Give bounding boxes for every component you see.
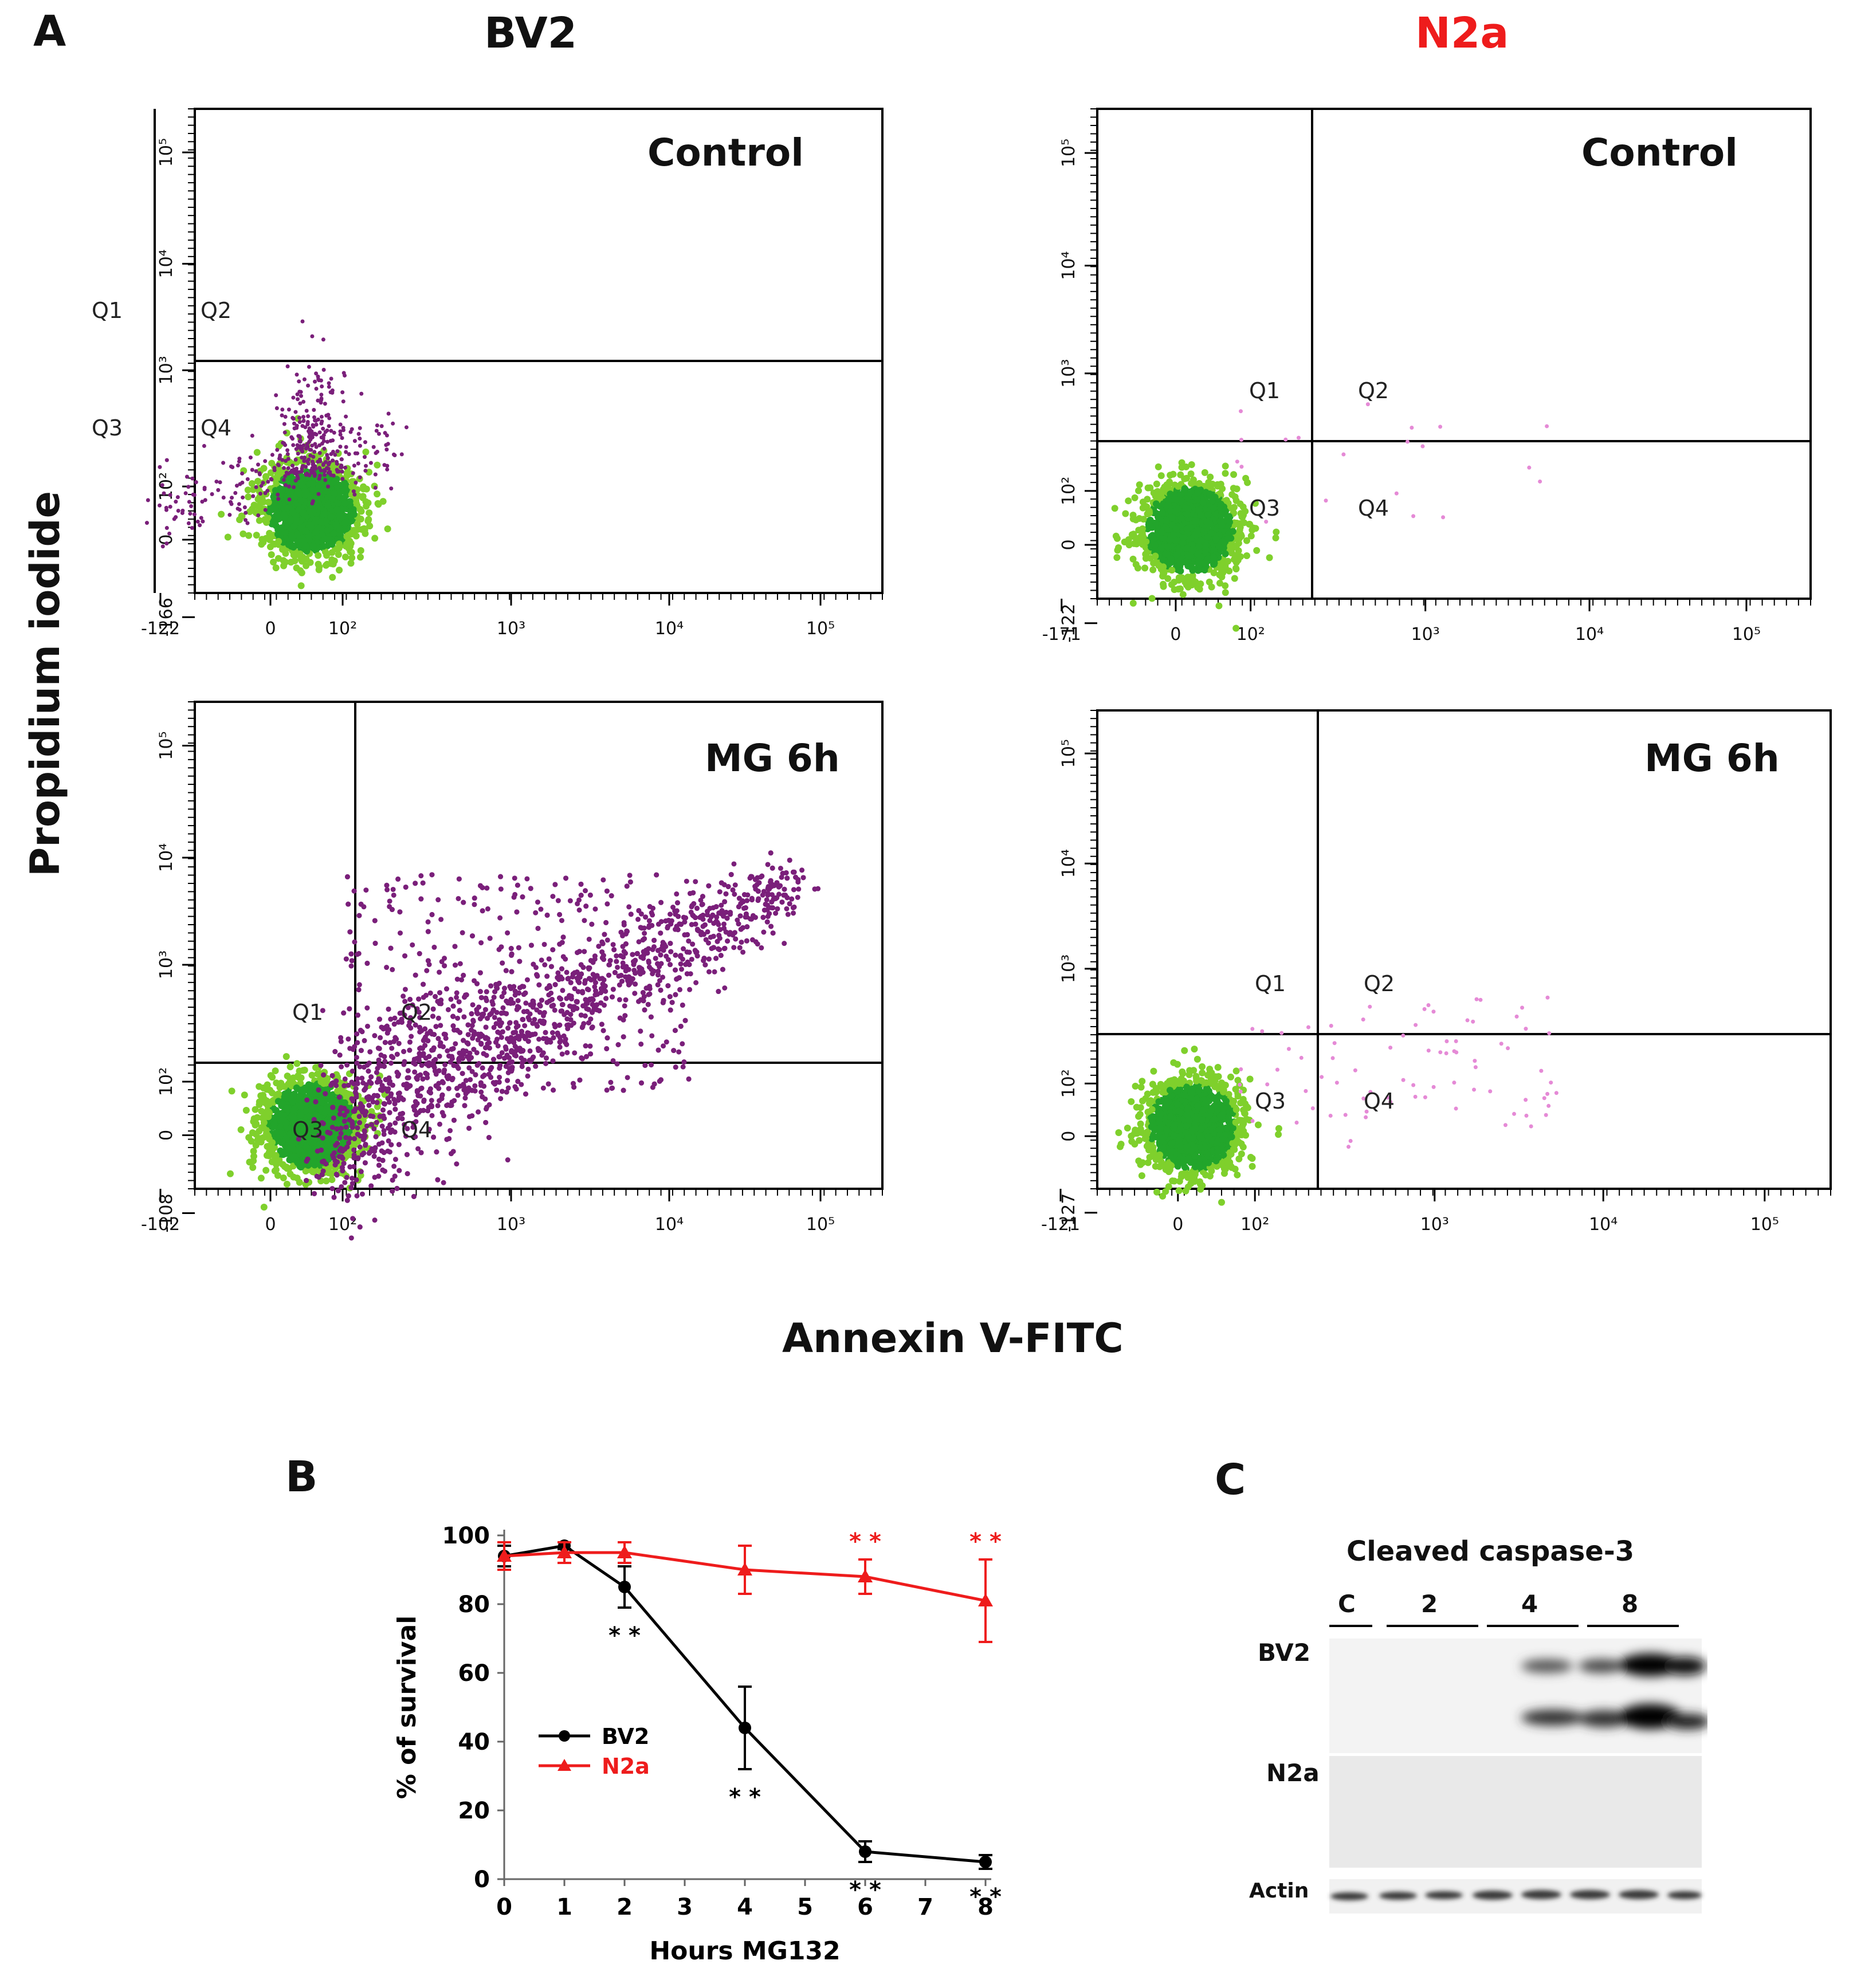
- cell-event-live: [236, 516, 244, 524]
- cell-event-live: [357, 547, 364, 555]
- cell-event-live: [321, 548, 329, 556]
- x-tick-label: 10²: [328, 619, 357, 639]
- cell-event-live: [291, 557, 299, 564]
- cell-event-live: [254, 478, 262, 485]
- y-tick-label: 10²: [156, 472, 176, 501]
- cell-event-live: [371, 535, 379, 542]
- y-tick-label: 0: [156, 535, 176, 545]
- cell-event-live: [224, 533, 231, 541]
- cell-event-live: [244, 486, 252, 494]
- cell-event-live: [360, 483, 367, 490]
- cell-event-live: [253, 532, 260, 539]
- cell-event-live: [267, 469, 274, 477]
- cell-event-live: [384, 525, 391, 533]
- n2a-column-title: N2a: [1415, 9, 1509, 58]
- cell-event-live: [315, 552, 322, 559]
- cell-event-live: [254, 496, 262, 503]
- cell-event-live: [323, 560, 331, 568]
- cell-event-live: [299, 557, 306, 565]
- cell-event-live: [248, 480, 256, 487]
- y-tick-label: 10³: [156, 356, 176, 384]
- cell-event-live: [374, 461, 381, 469]
- cell-event-live: [245, 532, 253, 539]
- x-tick-label: 10³: [497, 619, 525, 639]
- cell-event-live: [262, 473, 269, 481]
- cell-event-live: [275, 538, 282, 545]
- cell-event-live: [256, 517, 263, 524]
- cell-event-live: [341, 553, 349, 561]
- cell-event-live: [362, 448, 370, 455]
- panel-a-letter: A: [33, 7, 66, 56]
- y-tick-label: 10⁵: [156, 138, 176, 167]
- cell-event-live: [343, 491, 350, 498]
- cell-event-live: [335, 551, 342, 559]
- cell-event-live: [218, 510, 225, 518]
- flow-scatter-points: [144, 319, 409, 590]
- cell-event-live: [272, 522, 280, 529]
- cell-event-live: [328, 556, 336, 564]
- cell-event-live: [266, 543, 274, 551]
- cell-event-live: [348, 554, 356, 561]
- cell-event-live: [365, 516, 372, 523]
- cell-event-live: [356, 553, 364, 561]
- x-tick-label: 0: [265, 619, 276, 639]
- cell-event-live: [240, 530, 247, 537]
- annexin-axis-title: Annexin V-FITC: [782, 1315, 1124, 1362]
- cell-event-live: [274, 555, 282, 562]
- cell-event-live: [366, 509, 373, 517]
- x-tick-label: -122: [141, 619, 180, 639]
- x-tick-label: 10⁴: [655, 619, 684, 639]
- y-tick-label: 10⁴: [156, 249, 176, 278]
- cell-event-live: [270, 559, 277, 566]
- x-tick-label: 10⁵: [806, 619, 835, 639]
- y-tick-label: -166: [156, 598, 176, 637]
- cell-event-live: [253, 449, 261, 456]
- bv2-column-title: BV2: [484, 9, 578, 58]
- cell-event-live: [260, 536, 267, 543]
- cell-event-live: [297, 582, 305, 590]
- cell-event-live: [268, 551, 275, 559]
